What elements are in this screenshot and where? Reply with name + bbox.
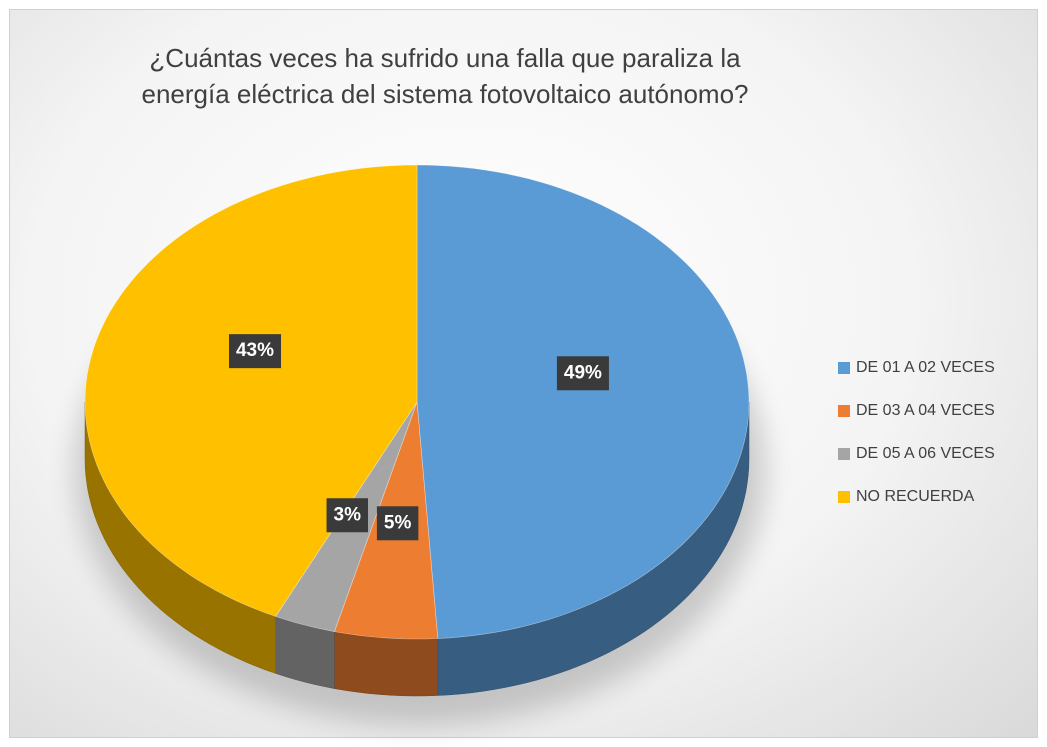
data-label-box [228,334,282,369]
chart-title: ¿Cuántas veces ha sufrido una falla que … [141,43,749,109]
legend-label: DE 05 A 06 VECES [856,445,995,462]
legend-swatch [838,405,850,417]
legend-label: NO RECUERDA [856,488,975,505]
data-label-group: 43% [236,340,274,361]
legend-swatch [838,491,850,503]
data-label-box [326,498,369,533]
slice [416,164,750,639]
slice-side [334,631,439,697]
data-label: 49% [564,362,602,383]
data-label-group: 49% [564,362,602,383]
data-label: 43% [236,340,274,361]
data-label: 3% [334,504,362,525]
data-label-group: 5% [384,512,412,533]
legend-label: DE 01 A 02 VECES [856,359,995,376]
data-label-box [376,506,419,541]
legend-swatch [838,362,850,374]
data-label: 5% [384,512,412,533]
legend-swatch [838,448,850,460]
data-label-box [556,356,609,391]
data-label-group: 3% [334,504,362,525]
legend-label: DE 03 A 04 VECES [856,402,995,419]
